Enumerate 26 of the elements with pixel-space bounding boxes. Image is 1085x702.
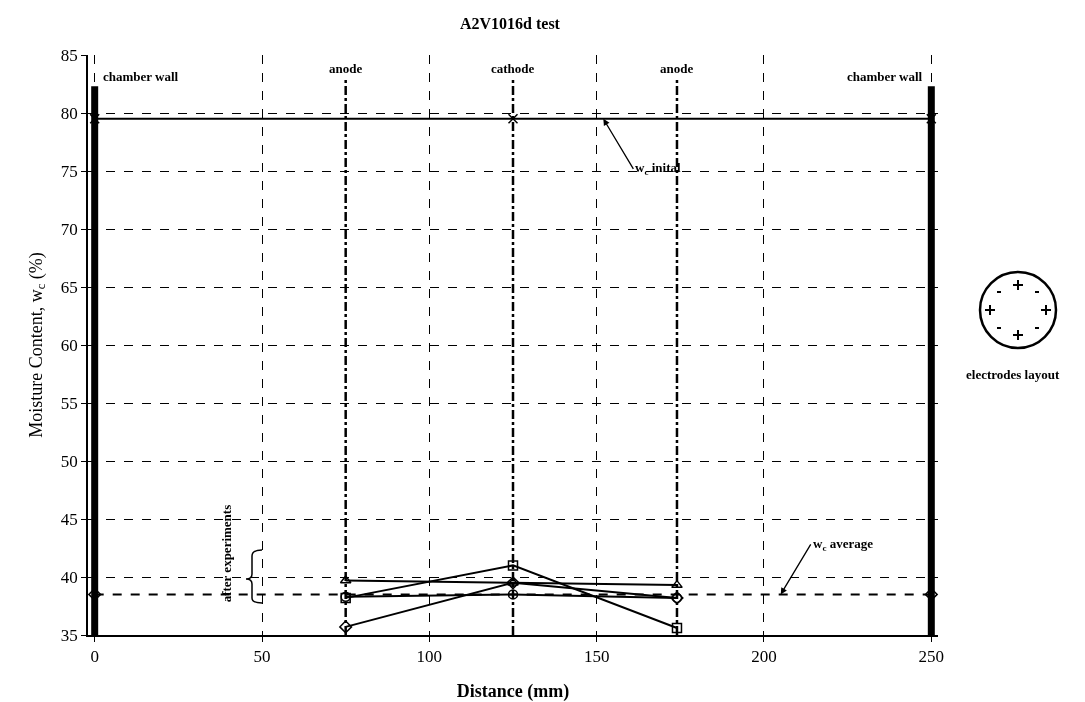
y-tick-label: 60 <box>60 335 78 355</box>
ref-line-label: chamber wall <box>103 69 179 84</box>
ref-line-label: cathode <box>491 61 535 76</box>
chart-title: A2V1016d test <box>459 14 561 32</box>
x-tick-label: 250 <box>918 647 945 667</box>
x-tick-label: 100 <box>416 647 443 667</box>
ref-line-label: anode <box>329 61 363 76</box>
ref-line-label: chamber wall <box>847 69 923 84</box>
y-tick-label: 65 <box>60 277 78 297</box>
x-tick-label: 50 <box>253 647 271 667</box>
text: electrodes layout <box>966 367 1060 382</box>
y-tick-label: 70 <box>60 219 78 239</box>
x-axis-title: Distance (mm) <box>456 681 570 702</box>
y-tick-label: 45 <box>60 509 78 529</box>
y-tick-label: 80 <box>60 103 78 123</box>
annotation: w$_{c}$ average <box>813 536 874 553</box>
y-tick-label: 35 <box>60 625 78 645</box>
x-tick-label: 150 <box>583 647 610 667</box>
y-tick-label: 50 <box>60 451 78 471</box>
y-tick-label: 55 <box>60 393 78 413</box>
ref-line-label: anode <box>660 61 694 76</box>
x-tick-label: 200 <box>751 647 777 667</box>
y-tick-label: 85 <box>60 45 78 65</box>
y-tick-label: 40 <box>60 567 78 587</box>
x-tick-label: 0 <box>90 647 99 667</box>
y-tick-label: 75 <box>60 161 78 181</box>
